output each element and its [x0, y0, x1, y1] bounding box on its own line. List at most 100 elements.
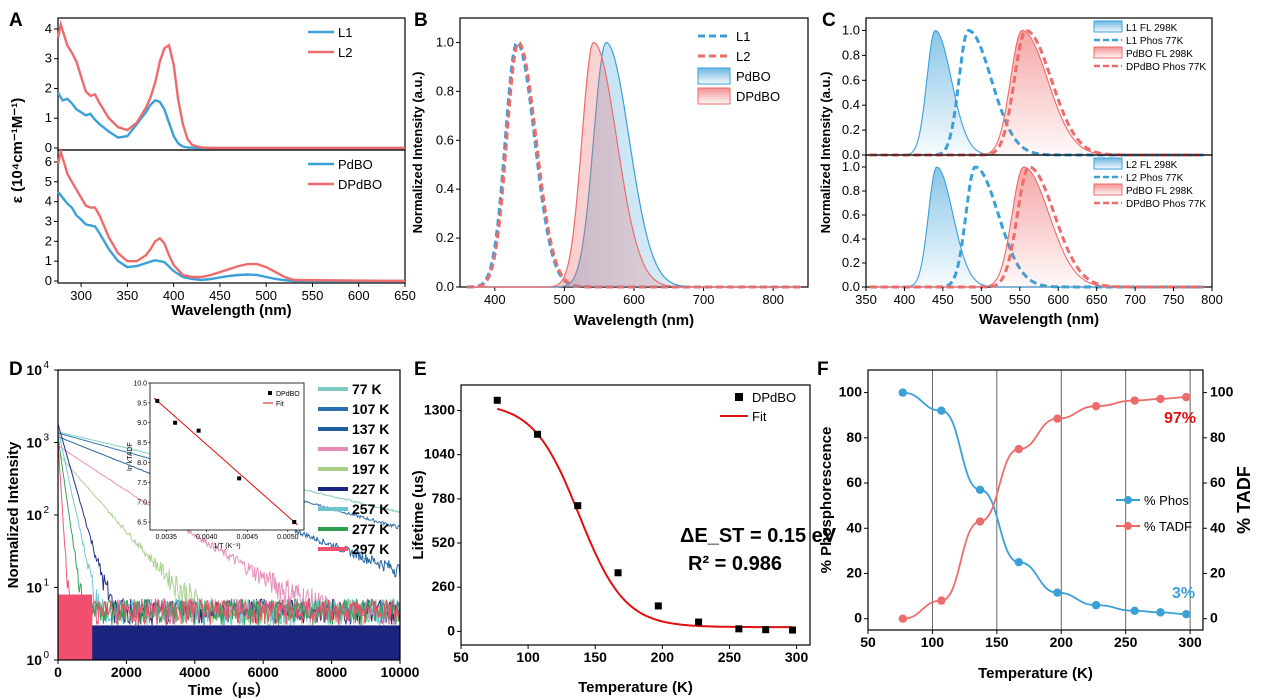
- panel-c-area: [869, 30, 1205, 155]
- panel-e-ylabel: Lifetime (us): [410, 470, 427, 559]
- panel-d-series-297k: [57, 442, 401, 626]
- panel-b-yaxis-label: 0.8: [436, 83, 454, 98]
- panel-c-xaxis-label: 500: [970, 292, 992, 307]
- panel-e-annotation-dest: ΔE_ST = 0.15 eV: [680, 525, 837, 547]
- panel-b-legend-swatch: [697, 87, 731, 105]
- panel-a-xaxis-label: 300: [70, 288, 92, 303]
- panel-d-legend-label: 277 K: [352, 521, 389, 537]
- panel-c-xaxis-label: 400: [894, 292, 916, 307]
- panel-b-ylabel: Normalized Intensity (a.u.): [410, 72, 425, 234]
- panel-b-yaxis-label: 0.2: [436, 230, 454, 245]
- panel-d-inset-point: [196, 428, 201, 433]
- panel-f-xlabel: Temperature (K): [978, 665, 1093, 682]
- panel-a-frame: [57, 149, 406, 284]
- panel-letter-b: B: [414, 10, 428, 31]
- panel-e-fit-curve: [496, 407, 793, 629]
- panel-e-frame: [460, 384, 811, 646]
- panel-b-yaxis-label: 0.6: [436, 132, 454, 147]
- panel-c-ylabel: Normalized Intensity (a.u.): [818, 72, 833, 234]
- panel-c-legend-label: DPdBO Phos 77K: [1126, 62, 1206, 73]
- panel-d-inset-legend-point: [268, 391, 272, 395]
- panel-a-legend-label: L1: [338, 25, 352, 40]
- panel-c-legend-label: L2 Phos 77K: [1126, 173, 1184, 184]
- panel-f-xaxis-label: 250: [1114, 634, 1138, 650]
- panel-f-point: [1014, 444, 1023, 454]
- panel-a-xaxis-label: 350: [117, 288, 139, 303]
- panel-c-legend-label: DPdBO Phos 77K: [1126, 199, 1206, 210]
- panel-c-legend-label: PdBO FL 298K: [1126, 49, 1193, 60]
- panel-a-yaxis-label: 5: [45, 174, 52, 189]
- panel-a-xlabel: Wavelength (nm): [171, 302, 291, 319]
- panel-b-yaxis-label: 0.0: [436, 279, 454, 294]
- panel-e-yaxis-label: 1300: [424, 401, 455, 417]
- panel-d-inset-point: [292, 520, 297, 525]
- panel-f-yaxis-label: 100: [839, 384, 863, 400]
- panel-f-point: [1053, 414, 1062, 423]
- panel-d-legend-label: 227 K: [352, 481, 389, 497]
- panel-c-xaxis-label: 750: [1163, 292, 1185, 307]
- panel-f-annotation-phos: 3%: [1172, 585, 1195, 602]
- panel-d-inset-ylabel: 7.5: [137, 480, 147, 487]
- panel-b-xaxis-label: 400: [484, 292, 506, 307]
- panel-d-inset-ylabel: 8.5: [137, 440, 147, 447]
- panel-c-xaxis-label: 550: [1009, 292, 1031, 307]
- panel-f-legend-label: % Phos: [1144, 493, 1189, 508]
- panel-f-annotation-tadf: 97%: [1164, 410, 1196, 427]
- panel-d-inset-ylabel: 10.0: [133, 381, 147, 388]
- panel-f-xaxis-label: 300: [1178, 634, 1202, 650]
- panel-b-xaxis-label: 800: [762, 292, 784, 307]
- panel-letter-e: E: [414, 359, 427, 380]
- panel-c-legend-swatch: [1093, 46, 1123, 59]
- panel-d-legend-label: 167 K: [352, 441, 389, 457]
- panel-f-yaxis2-label: 20: [1210, 564, 1226, 580]
- panel-a-yaxis-label: 4: [45, 194, 52, 209]
- panel-f-point: [975, 517, 985, 526]
- panel-f-series-line: [902, 391, 1187, 616]
- panel-f-point: [937, 406, 946, 415]
- panel-f-point: [1130, 396, 1139, 405]
- panel-d-inset-xlabel: 0.0035: [155, 534, 177, 541]
- panel-c-legend-swatch: [1093, 183, 1123, 196]
- panel-c-xaxis-label: 800: [1201, 292, 1223, 307]
- panel-f-xaxis-label: 150: [985, 634, 1009, 650]
- panel-d-inset-ylabel: 9.0: [137, 420, 147, 427]
- panel-c-xaxis-label: 650: [1086, 292, 1108, 307]
- panel-d-legend-label: 107 K: [352, 401, 389, 417]
- panel-a-yaxis-label: 0: [45, 273, 52, 288]
- panel-e-point: [574, 502, 582, 510]
- panel-c-legend-swatch: [1093, 157, 1123, 170]
- panel-a-yaxis-label: 1: [45, 110, 52, 125]
- panel-d-yaxis-exp: 0: [43, 650, 49, 661]
- panel-a-xaxis-label: 650: [394, 288, 416, 303]
- panel-a-yaxis-label: 4: [45, 21, 52, 36]
- panel-a-frame: [57, 17, 406, 151]
- panel-f-point: [1156, 608, 1165, 617]
- panel-f-point: [1091, 600, 1101, 610]
- panel-e-point: [789, 626, 797, 634]
- panel-e-yaxis-label: 1040: [424, 446, 455, 462]
- panel-c-legend-label: L2 FL 298K: [1126, 160, 1178, 171]
- panel-a-yaxis-label: 2: [45, 80, 52, 95]
- panel-a-xaxis-label: 550: [302, 288, 324, 303]
- panel-a-yaxis-label: 6: [45, 154, 52, 169]
- panel-c-legend-label: PdBO FL 298K: [1126, 186, 1193, 197]
- panel-b-yaxis-label: 1.0: [436, 34, 454, 49]
- panel-d-inset-xlabel: 0.0040: [196, 534, 218, 541]
- panel-c-xaxis-label: 450: [932, 292, 954, 307]
- panel-f-point: [1182, 392, 1191, 402]
- panel-b-xaxis-label: 500: [554, 292, 576, 307]
- panel-c-area: [869, 167, 1205, 287]
- panel-a-yaxis-label: 3: [45, 213, 52, 228]
- panel-b-xaxis-label: 600: [623, 292, 645, 307]
- panel-a-series-l1: [56, 92, 405, 150]
- panel-c-yaxis-label: 1.0: [842, 22, 860, 37]
- panel-c-xlabel: Wavelength (nm): [979, 311, 1099, 328]
- panel-b-legend-label: PdBO: [736, 69, 771, 84]
- panel-f-yaxis-label: 20: [846, 564, 862, 580]
- panel-f-point: [898, 388, 907, 397]
- panel-c-yaxis-label: 0.4: [842, 231, 860, 246]
- panel-d-inset-ylabel: 6.5: [137, 520, 147, 527]
- panel-a-legend-label: DPdBO: [338, 177, 382, 192]
- panel-f-yaxis2-label: 60: [1210, 474, 1226, 490]
